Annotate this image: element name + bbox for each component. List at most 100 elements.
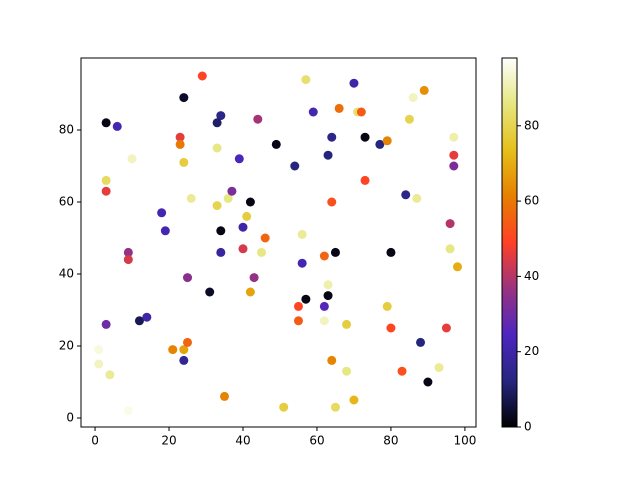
x-tick-label: 40 (235, 434, 250, 448)
point (416, 337, 426, 347)
point (449, 150, 459, 160)
point (160, 226, 170, 236)
y-tick-label: 20 (59, 339, 74, 353)
y-tick-label: 40 (59, 267, 74, 281)
x-tick-label: 80 (383, 434, 398, 448)
point (441, 323, 451, 333)
point (419, 85, 429, 95)
point (360, 175, 370, 185)
point (330, 247, 340, 257)
point (242, 211, 252, 221)
colorbar-tick-label: 40 (524, 269, 539, 283)
point (279, 402, 289, 412)
point (308, 107, 318, 117)
point (434, 363, 444, 373)
point (101, 118, 111, 128)
point (445, 219, 455, 229)
point (101, 175, 111, 185)
point (260, 233, 270, 243)
point (175, 132, 185, 142)
point (216, 226, 226, 236)
point (123, 255, 133, 265)
point (223, 193, 233, 203)
point (349, 78, 359, 88)
point (330, 402, 340, 412)
point (386, 247, 396, 257)
point (449, 161, 459, 171)
x-tick-label: 0 (91, 434, 99, 448)
point (342, 366, 352, 376)
point (245, 287, 255, 297)
point (327, 355, 337, 365)
point (349, 395, 359, 405)
x-tick-label: 100 (453, 434, 476, 448)
point (319, 251, 329, 261)
point (94, 345, 104, 355)
point (179, 93, 189, 103)
point (401, 190, 411, 200)
point (453, 262, 463, 272)
point (271, 139, 281, 149)
point (445, 244, 455, 254)
point (404, 114, 414, 124)
point (234, 154, 244, 164)
point (412, 193, 422, 203)
point (175, 139, 185, 149)
point (179, 157, 189, 167)
point (205, 287, 215, 297)
point (212, 143, 222, 153)
point (123, 247, 133, 257)
point (238, 222, 248, 232)
point (319, 316, 329, 326)
point (179, 355, 189, 365)
y-tick-label: 60 (59, 195, 74, 209)
colorbar-tick-label: 60 (524, 194, 539, 208)
colorbar-tick-label: 80 (524, 118, 539, 132)
point (94, 359, 104, 369)
point (293, 301, 303, 311)
point (212, 201, 222, 211)
point (142, 312, 152, 322)
colorbar (501, 57, 518, 428)
point (256, 247, 266, 257)
point (179, 345, 189, 355)
point (297, 229, 307, 239)
x-tick-label: 20 (161, 434, 176, 448)
point (123, 406, 133, 416)
point (323, 280, 333, 290)
colorbar-tick-label: 0 (524, 420, 532, 434)
point (323, 150, 333, 160)
point (423, 377, 433, 387)
point (382, 301, 392, 311)
x-tick-label: 60 (309, 434, 324, 448)
point (334, 103, 344, 113)
point (397, 366, 407, 376)
point (327, 197, 337, 207)
point (245, 197, 255, 207)
point (216, 247, 226, 257)
point (168, 345, 178, 355)
point (408, 93, 418, 103)
point (301, 75, 311, 85)
point (227, 186, 237, 196)
point (249, 273, 259, 283)
point (386, 323, 396, 333)
point (290, 161, 300, 171)
plot-frame (80, 57, 477, 428)
point (238, 244, 248, 254)
point (216, 111, 226, 121)
point (301, 294, 311, 304)
point (449, 132, 459, 142)
y-tick-label: 80 (59, 123, 74, 137)
point (297, 258, 307, 268)
point (342, 319, 352, 329)
point (327, 132, 337, 142)
point (127, 154, 137, 164)
point (212, 118, 222, 128)
point (183, 273, 193, 283)
point (360, 132, 370, 142)
point (112, 121, 122, 131)
point (101, 319, 111, 329)
point (105, 370, 115, 380)
